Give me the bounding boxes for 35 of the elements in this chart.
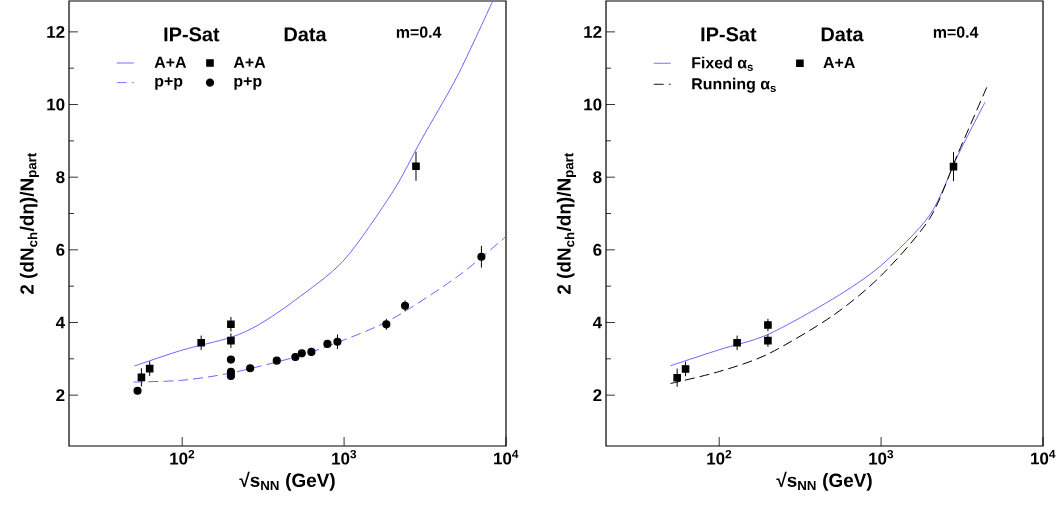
y-tick-label: 4 <box>55 316 65 329</box>
annotation: IP-Sat <box>164 27 220 42</box>
legend-label: A+A <box>233 56 266 68</box>
legend-label: p+p <box>234 77 262 90</box>
y-tick-label: 12 <box>584 25 602 38</box>
y-tick-label: 10 <box>47 98 65 111</box>
y-axis-title: 2 (dN$_{ch}$/dη)/N$_{part}$ <box>19 152 40 295</box>
legend-label: p+p <box>155 77 183 90</box>
y-tick-label: 2 <box>593 389 602 402</box>
y-tick-label: 10 <box>584 98 602 111</box>
x-axis-title: √s$_{NN}$ (GeV) <box>239 471 335 491</box>
legend-label: Running α$_{s}$ <box>692 77 776 93</box>
legend-label: A+A <box>823 57 855 69</box>
y-tick-label: 12 <box>47 25 65 38</box>
x-tick-label: 10$^{4}$ <box>1031 449 1056 465</box>
x-tick-label: 10$^{3}$ <box>869 449 894 465</box>
y-tick-label: 2 <box>56 389 65 402</box>
legend-label: A+A <box>154 56 187 68</box>
x-axis-title: √s$_{NN}$ (GeV) <box>776 471 872 491</box>
x-tick-label: 10$^{2}$ <box>707 449 732 465</box>
y-tick-label: 8 <box>56 171 65 184</box>
annotation: Data <box>821 27 864 42</box>
annotation: m=0.4 <box>933 26 979 38</box>
x-tick-label: 10$^{3}$ <box>332 449 357 465</box>
y-tick-label: 6 <box>593 243 602 256</box>
x-tick-label: 10$^{2}$ <box>170 449 195 465</box>
y-tick-label: 4 <box>592 316 602 329</box>
y-tick-label: 6 <box>56 243 65 256</box>
annotation: m=0.4 <box>396 26 442 38</box>
y-axis-title: 2 (dN$_{ch}$/dη)/N$_{part}$ <box>556 152 577 295</box>
annotation: IP-Sat <box>701 27 757 42</box>
annotation: Data <box>284 27 327 42</box>
x-tick-label: 10$^{4}$ <box>494 449 519 465</box>
legend-label: Fixed α$_{s}$ <box>692 56 753 71</box>
y-tick-label: 8 <box>593 171 602 184</box>
